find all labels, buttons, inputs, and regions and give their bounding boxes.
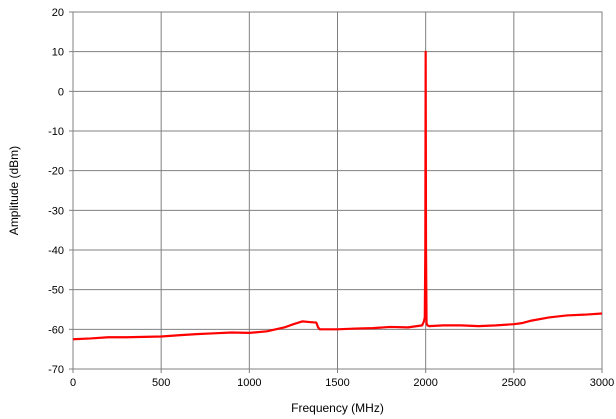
x-axis-title: Frequency (MHz) — [291, 401, 384, 415]
y-axis-title: Amplitude (dBm) — [7, 146, 21, 235]
x-tick-label: 0 — [70, 377, 76, 389]
x-tick-label: 2000 — [413, 377, 437, 389]
y-tick-label: -60 — [48, 324, 64, 336]
series-layer — [72, 50, 603, 341]
y-tick-label: 0 — [58, 86, 64, 98]
y-tick-label: -30 — [48, 205, 64, 217]
y-tick-label: -10 — [48, 126, 64, 138]
y-tick-label: -50 — [48, 285, 64, 297]
series-line-0 — [72, 50, 603, 341]
y-tick-label: 20 — [52, 7, 64, 19]
x-tick-label: 500 — [152, 377, 170, 389]
y-tick-label: -20 — [48, 166, 64, 178]
y-tick-label: 10 — [52, 47, 64, 59]
x-tick-label: 2500 — [502, 377, 526, 389]
y-tick-label: -70 — [48, 364, 64, 376]
tick-labels: 0 500 1000 1500 2000 2500 3000 20 10 0 -10 -20 -30 -4… — [48, 7, 614, 389]
x-tick-label: 3000 — [590, 377, 614, 389]
x-tick-label: 1500 — [325, 377, 349, 389]
y-tick-label: -40 — [48, 245, 64, 257]
x-tick-label: 1000 — [237, 377, 261, 389]
